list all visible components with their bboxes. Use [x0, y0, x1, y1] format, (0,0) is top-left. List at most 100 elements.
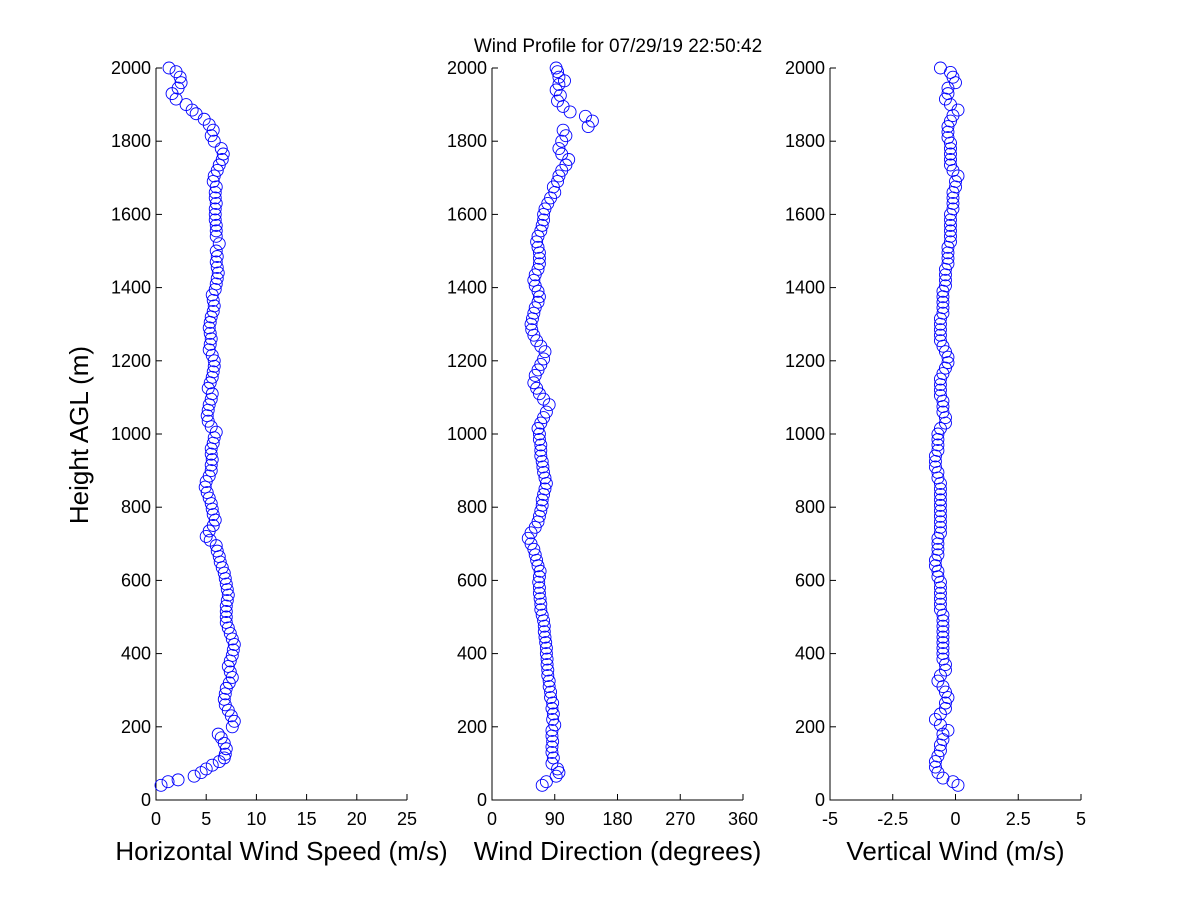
data-point	[210, 250, 224, 263]
data-point	[205, 758, 219, 772]
x-tick-label: 0	[151, 809, 161, 829]
data-point	[534, 444, 548, 457]
data-point	[933, 520, 947, 534]
data-point	[207, 359, 221, 373]
x-tick-label: 90	[545, 809, 565, 829]
data-point	[208, 207, 222, 221]
data-point	[946, 191, 960, 205]
x-tick-label: 15	[297, 809, 317, 829]
data-point	[204, 129, 218, 143]
data-point	[532, 427, 546, 441]
y-tick-label: 0	[141, 790, 151, 810]
data-point	[545, 740, 559, 754]
data-point	[936, 625, 950, 639]
data-point	[206, 304, 220, 318]
data-point	[936, 405, 950, 419]
data-point	[220, 594, 234, 607]
data-point	[527, 376, 541, 390]
data-point	[209, 277, 223, 291]
data-point	[221, 588, 235, 602]
data-point	[928, 460, 942, 474]
x-tick-label: 25	[397, 809, 417, 829]
data-point	[218, 747, 232, 761]
y-tick-label: 400	[121, 644, 151, 664]
data-point	[214, 142, 228, 155]
x-axis-label: Horizontal Wind Speed (m/s)	[115, 836, 447, 866]
data-point	[933, 378, 947, 392]
data-point	[209, 224, 223, 238]
data-point	[939, 685, 952, 699]
y-tick-label: 800	[121, 497, 151, 517]
data-point	[531, 295, 545, 309]
data-point	[936, 619, 950, 633]
data-point	[212, 237, 226, 251]
data-point	[204, 332, 218, 346]
data-point	[204, 458, 218, 472]
data-point	[202, 321, 216, 335]
data-point	[933, 603, 947, 617]
y-tick-label: 1800	[111, 131, 151, 151]
data-point	[534, 438, 548, 452]
data-point	[205, 453, 219, 467]
data-point	[933, 597, 947, 611]
data-point	[205, 370, 219, 384]
data-point	[203, 533, 217, 547]
data-point	[944, 235, 957, 249]
data-point	[933, 61, 947, 75]
data-point	[936, 641, 950, 655]
data-point	[933, 383, 947, 397]
data-point	[532, 251, 546, 265]
data-point	[215, 153, 229, 166]
data-point	[931, 542, 945, 556]
data-point	[528, 279, 542, 293]
data-point	[545, 702, 559, 715]
data-point	[549, 61, 563, 75]
y-tick-label: 200	[121, 717, 151, 737]
data-point	[936, 301, 950, 315]
data-point	[223, 665, 237, 679]
data-point	[209, 255, 223, 269]
data-point	[944, 213, 957, 227]
y-tick-label: 600	[795, 570, 825, 590]
data-point	[535, 498, 549, 512]
data-point	[209, 218, 223, 232]
data-point	[538, 482, 552, 496]
data-point	[208, 282, 222, 296]
data-point	[537, 625, 551, 639]
data-point	[169, 92, 183, 106]
data-point	[545, 745, 559, 759]
data-point	[199, 762, 213, 776]
data-point	[946, 196, 960, 210]
data-point	[538, 630, 552, 644]
data-point	[535, 218, 549, 232]
data-point	[527, 273, 541, 287]
data-point	[536, 460, 550, 474]
data-point	[941, 251, 955, 265]
x-tick-label: 360	[728, 809, 758, 829]
x-tick-label: 180	[602, 809, 632, 829]
y-tick-label: 400	[795, 644, 825, 664]
data-point	[936, 367, 950, 381]
y-tick-label: 1200	[447, 351, 487, 371]
x-axis-label: Wind Direction (degrees)	[474, 836, 762, 866]
axis-lines	[491, 68, 743, 801]
data-point	[211, 266, 225, 280]
data-point	[936, 630, 950, 644]
data-point	[552, 142, 566, 155]
y-tick-label: 1600	[785, 204, 825, 224]
data-point	[532, 257, 546, 271]
data-point	[931, 444, 945, 457]
data-point	[933, 493, 947, 507]
data-point	[219, 742, 233, 756]
x-tick-label: 20	[347, 809, 367, 829]
x-tick-label: 5	[1076, 809, 1086, 829]
data-point	[941, 257, 955, 271]
data-point	[933, 504, 947, 518]
data-point	[527, 306, 541, 320]
data-point	[944, 114, 957, 128]
data-point	[204, 464, 218, 478]
data-point	[933, 581, 947, 595]
data-point	[531, 262, 545, 276]
figure-title: Wind Profile for 07/29/19 22:50:42	[474, 36, 762, 57]
data-point	[537, 207, 551, 221]
